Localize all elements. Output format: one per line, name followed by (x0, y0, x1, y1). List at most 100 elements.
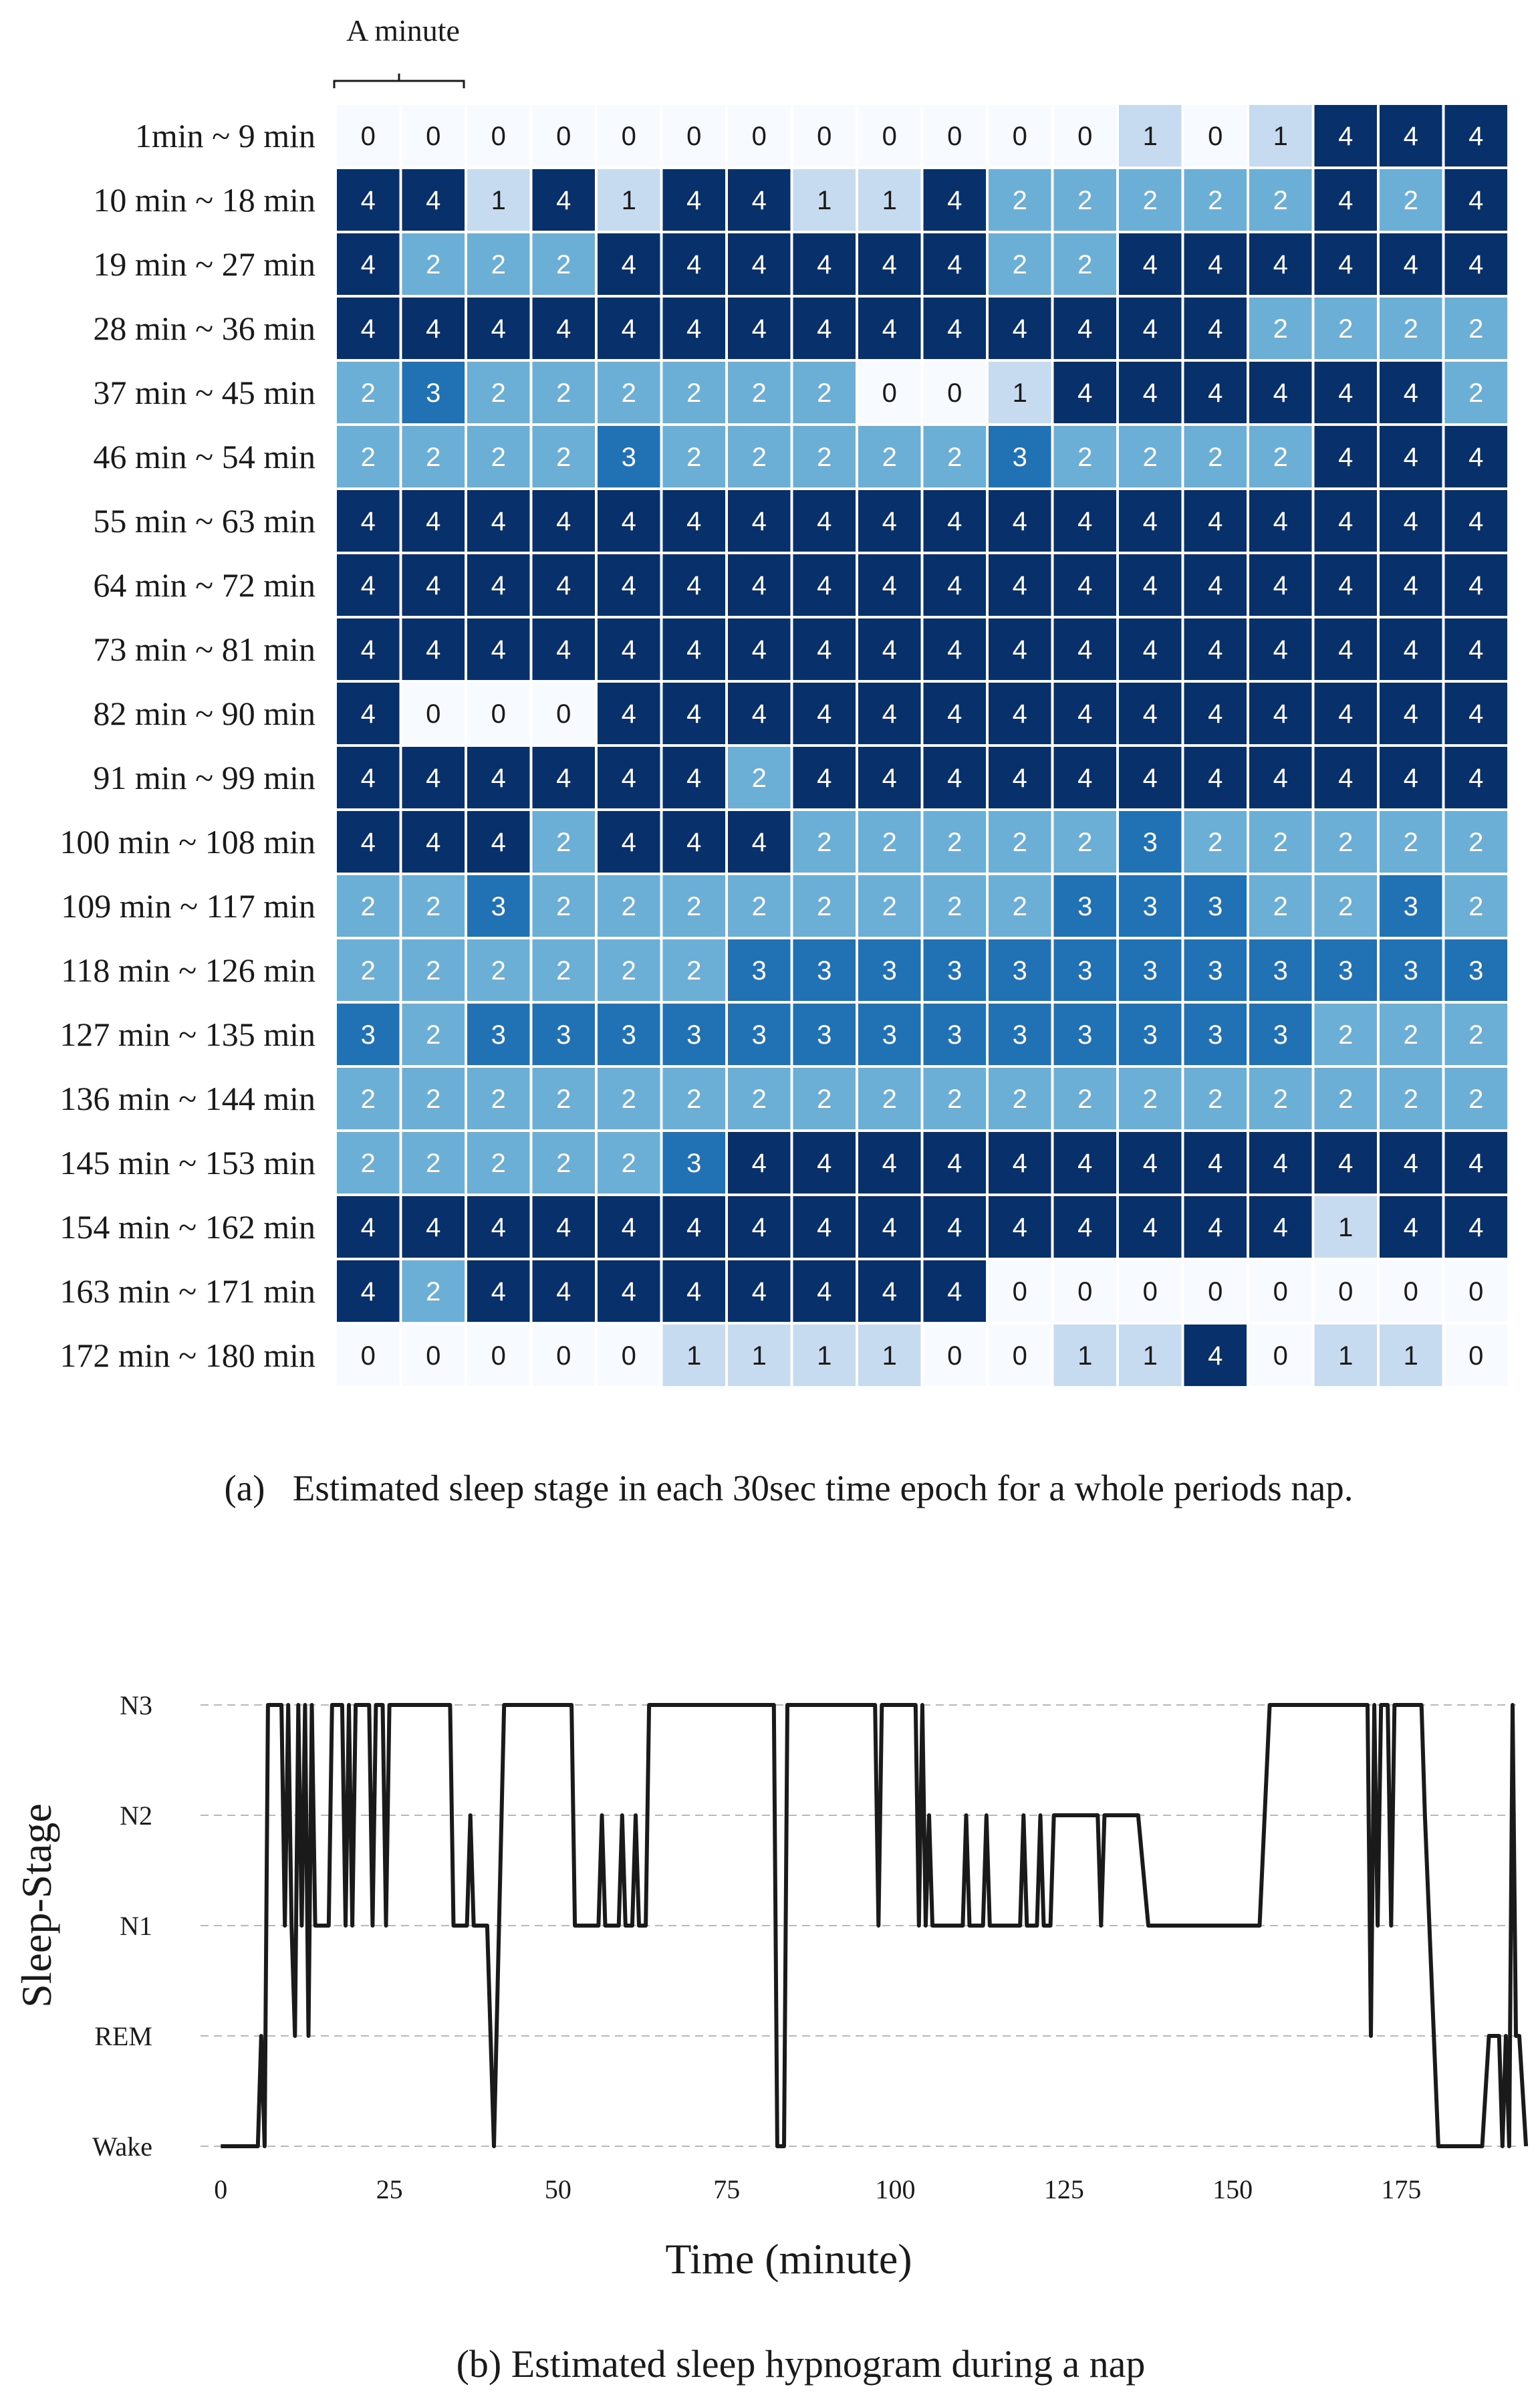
cell-value-label: 4 (686, 828, 701, 857)
heatmap-cell (529, 166, 598, 233)
heatmap-cell (856, 1193, 924, 1260)
sleep-stage-heatmap: 0 0 0 0 0 0 0 0 0 0 0 0 1 0 1 4 4 4 4 4 1 4 1 4 4 1 1 4 2 2 2 2 2 4 2 4 4 2 2 2… (334, 102, 1510, 1389)
cell-value-label: 4 (817, 250, 831, 279)
hypnogram-gridlines (201, 1704, 1516, 2147)
cell-value-label: 4 (1143, 378, 1158, 408)
row-label: 37 min ~ 45 min (93, 374, 315, 411)
cell-value-label: 2 (752, 1084, 767, 1114)
cell-value-label: 4 (426, 828, 440, 857)
cell-value-label: 4 (556, 1213, 571, 1242)
cell-value-label: 4 (947, 699, 962, 729)
cell-value-label: 3 (1404, 892, 1418, 921)
cell-value-label: 3 (622, 443, 636, 472)
cell-value-label: 4 (1468, 186, 1483, 215)
cell-value-label: 4 (622, 1277, 636, 1306)
cell-value-label: 4 (361, 1213, 376, 1242)
heatmap-cell (725, 295, 793, 362)
cell-value-label: 2 (1404, 186, 1418, 215)
cell-value-label: 2 (491, 1084, 506, 1114)
cell-value-label: 2 (361, 378, 376, 408)
cell-value-label: 2 (817, 378, 831, 408)
cell-value-label: 2 (752, 443, 767, 472)
cell-value-label: 1 (817, 186, 831, 215)
cell-value-label: 3 (1273, 1020, 1288, 1050)
heatmap-cell (1116, 487, 1184, 554)
cell-value-label: 3 (1013, 443, 1027, 472)
row-label: 163 min ~ 171 min (59, 1272, 315, 1310)
cell-value-label: 4 (882, 314, 897, 344)
heatmap-cell (399, 1322, 467, 1389)
minute-bracket: A minute (333, 13, 465, 88)
cell-value-label: 0 (491, 122, 506, 151)
cell-value-label: 4 (1404, 250, 1418, 279)
y-tick-label: N1 (120, 1911, 152, 1941)
cell-value-label: 2 (491, 1149, 506, 1178)
cell-value-label: 3 (1143, 828, 1158, 857)
cell-value-label: 2 (1338, 314, 1353, 344)
cell-value-label: 2 (622, 892, 636, 921)
row-label: 136 min ~ 144 min (59, 1080, 315, 1117)
cell-value-label: 4 (1077, 571, 1092, 600)
heatmap-cell (986, 616, 1054, 683)
heatmap-cell (1051, 231, 1119, 298)
cell-value-label: 2 (1338, 828, 1353, 857)
heatmap-cell (1247, 1129, 1315, 1196)
cell-value-label: 4 (752, 186, 767, 215)
cell-value-label: 2 (1077, 443, 1092, 472)
cell-value-label: 4 (1143, 571, 1158, 600)
x-tick-label: 125 (1044, 2174, 1084, 2204)
x-tick-label: 50 (545, 2174, 571, 2204)
cell-value-label: 4 (1143, 699, 1158, 729)
cell-value-label: 2 (947, 828, 962, 857)
cell-value-label: 4 (1208, 1341, 1223, 1371)
heatmap-cell (660, 680, 728, 747)
row-label: 172 min ~ 180 min (59, 1337, 315, 1374)
heatmap-cell (1247, 295, 1315, 362)
row-label: 154 min ~ 162 min (59, 1208, 315, 1246)
cell-value-label: 4 (817, 1277, 831, 1306)
cell-value-label: 0 (1338, 1277, 1353, 1306)
cell-value-label: 4 (1077, 1149, 1092, 1178)
heatmap-cell (920, 808, 989, 875)
cell-value-label: 2 (947, 443, 962, 472)
cell-value-label: 3 (817, 1020, 831, 1050)
cell-value-label: 0 (426, 699, 440, 729)
heatmap-cell (399, 359, 467, 426)
cell-value-label: 4 (1208, 1213, 1223, 1242)
cell-value-label: 4 (752, 1149, 767, 1178)
cell-value-label: 0 (1208, 122, 1223, 151)
cell-value-label: 4 (1404, 571, 1418, 600)
cell-value-label: 2 (1338, 1020, 1353, 1050)
cell-value-label: 4 (686, 186, 701, 215)
cell-value-label: 3 (622, 1020, 636, 1050)
cell-value-label: 0 (1273, 1341, 1288, 1371)
cell-value-label: 2 (426, 443, 440, 472)
row-label: 46 min ~ 54 min (93, 438, 315, 475)
heatmap-cell (725, 1322, 793, 1389)
cell-value-label: 4 (686, 699, 701, 729)
heatmap-cell (1116, 937, 1184, 1004)
cell-value-label: 0 (947, 378, 962, 408)
cell-value-label: 3 (1143, 956, 1158, 986)
cell-value-label: 4 (752, 828, 767, 857)
cell-value-label: 4 (1013, 571, 1027, 600)
heatmap-cell (856, 1258, 924, 1325)
cell-value-label: 0 (947, 122, 962, 151)
cell-value-label: 2 (361, 1149, 376, 1178)
heatmap-cell (1051, 1322, 1119, 1389)
cell-value-label: 2 (426, 956, 440, 986)
cell-value-label: 4 (426, 186, 440, 215)
cell-value-label: 2 (882, 828, 897, 857)
cell-value-label: 4 (426, 507, 440, 536)
row-label: 82 min ~ 90 min (93, 695, 315, 732)
cell-value-label: 2 (1273, 186, 1288, 215)
cell-value-label: 4 (1013, 699, 1027, 729)
cell-value-label: 3 (1077, 956, 1092, 986)
cell-value-label: 2 (426, 1020, 440, 1050)
row-label: 118 min ~ 126 min (61, 951, 315, 989)
cell-value-label: 4 (947, 571, 962, 600)
x-tick-label: 100 (876, 2174, 916, 2204)
heatmap-cell (1116, 359, 1184, 426)
cell-value-label: 2 (622, 1149, 636, 1178)
heatmap-cell (1377, 616, 1445, 683)
